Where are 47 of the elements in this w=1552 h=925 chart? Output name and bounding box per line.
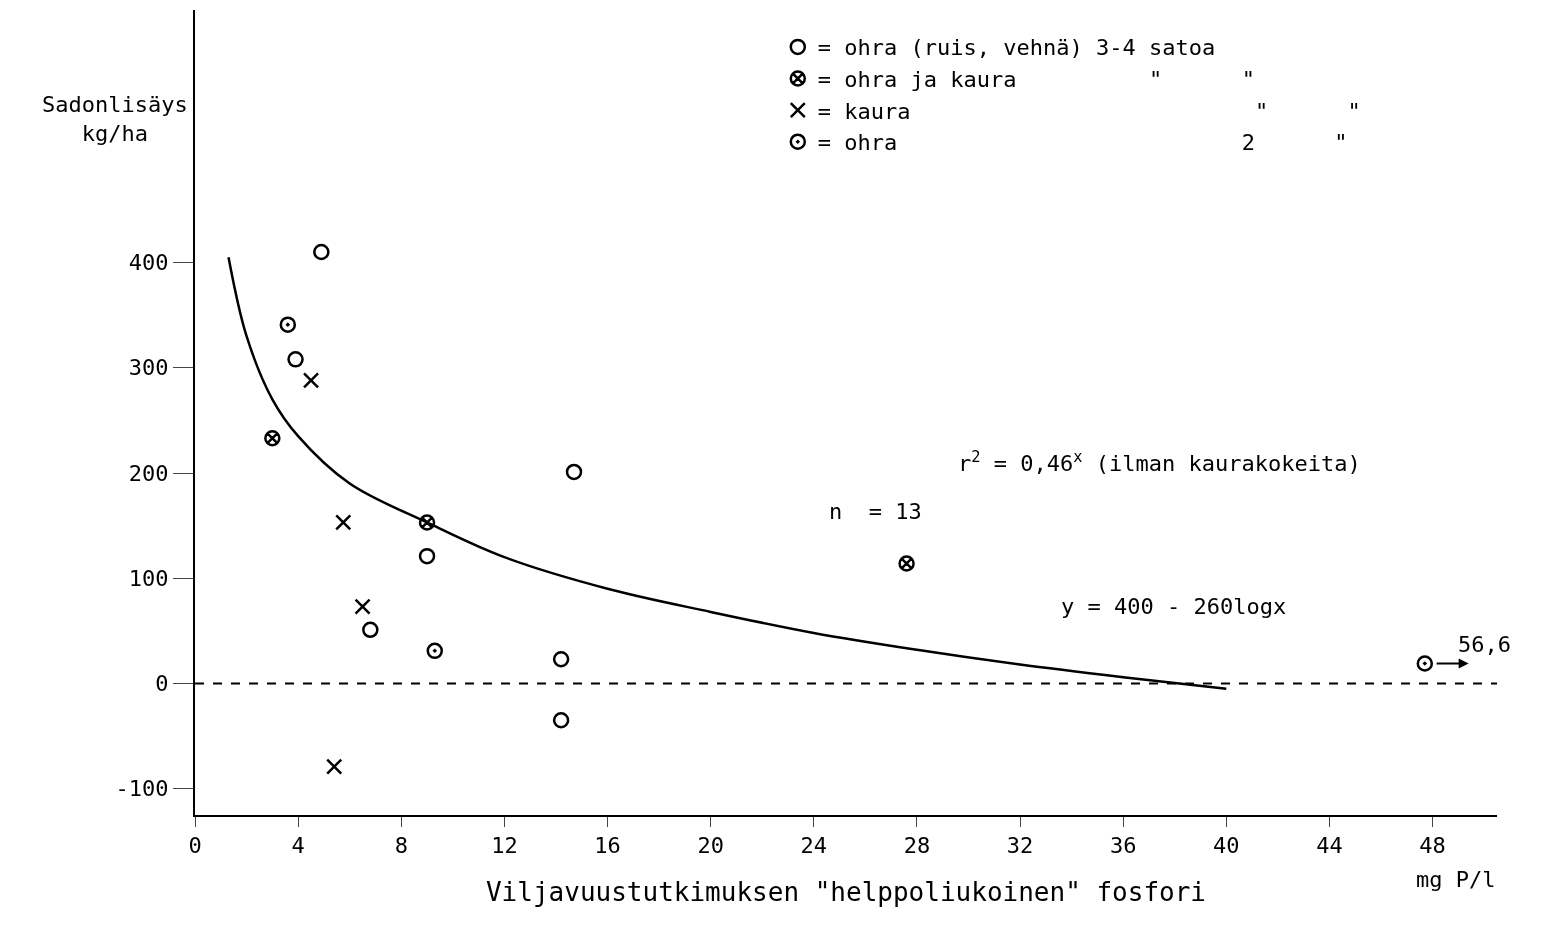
- point: [426, 642, 444, 660]
- point: [565, 463, 583, 481]
- point: [418, 514, 436, 531]
- point: [552, 651, 570, 668]
- legend-label: = kaura " ": [817, 98, 1361, 124]
- annotation: r$^{2}$ = 0,46$^{x}$ (ilman kaurakokeita): [958, 448, 1361, 477]
- x-tick-label: 8: [394, 833, 408, 859]
- x-axis-title: Viljavuustutkimuksen "helppoliukoinen" fosfori: [485, 876, 1207, 907]
- x-tick-label: 48: [1419, 833, 1446, 859]
- point: [335, 514, 352, 531]
- x-tick-label: 20: [697, 833, 724, 859]
- x-tick-label: 44: [1316, 833, 1343, 859]
- point: [313, 243, 330, 261]
- annotation: n = 13: [829, 499, 922, 524]
- y-tick-label: 400: [128, 250, 169, 276]
- point: [287, 351, 304, 368]
- y-axis-title: Sadonlisäys kg/ha: [42, 92, 188, 146]
- point: [1416, 655, 1434, 672]
- annotation: y = 400 - 260logx: [1061, 594, 1287, 619]
- annotation: 56,6: [1458, 632, 1511, 657]
- y-tick-label: 300: [128, 355, 169, 381]
- point: [325, 758, 343, 775]
- point: [354, 598, 371, 615]
- point: [552, 712, 570, 729]
- x-tick-label: 36: [1109, 833, 1137, 859]
- point: [362, 621, 379, 639]
- point: [302, 372, 320, 389]
- point: [418, 547, 436, 565]
- y-tick-label: 0: [155, 671, 169, 697]
- y-tick-label: 200: [128, 460, 169, 486]
- y-tick-label: -100: [115, 776, 169, 802]
- legend-label: = ohra 2 ": [817, 130, 1348, 156]
- x-tick-label: 4: [291, 833, 305, 859]
- x-tick-label: 0: [188, 833, 202, 859]
- x-tick-label: 28: [903, 833, 931, 859]
- x-tick-label: 40: [1213, 833, 1240, 859]
- legend-label: = ohra (ruis, vehnä) 3-4 satoa: [817, 35, 1216, 61]
- x-tick-label: 16: [594, 833, 621, 859]
- point: [898, 555, 915, 572]
- point: [264, 430, 281, 447]
- legend-label: = ohra ja kaura " ": [817, 67, 1255, 93]
- y-tick-label: 100: [128, 565, 169, 591]
- text: mg P/l: [1416, 867, 1496, 892]
- x-tick-label: 24: [800, 833, 828, 859]
- x-tick-label: 12: [491, 833, 518, 859]
- x-tick-label: 32: [1006, 833, 1034, 859]
- point: [279, 316, 297, 333]
